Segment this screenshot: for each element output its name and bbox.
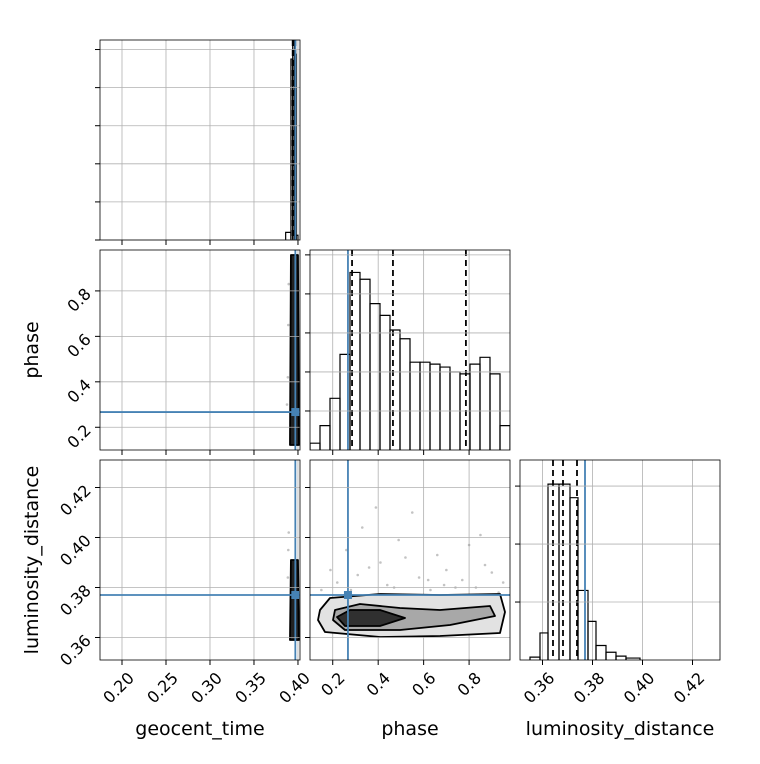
hist-bar bbox=[587, 620, 597, 660]
y-tick-label: 0.6 bbox=[63, 330, 94, 361]
plot-area bbox=[285, 40, 299, 240]
sample-point bbox=[349, 588, 353, 592]
sample-point bbox=[417, 576, 421, 579]
axes-bg bbox=[100, 460, 300, 660]
sample-point bbox=[490, 571, 494, 574]
x-tick-label: 0.4 bbox=[363, 668, 394, 699]
contour bbox=[336, 609, 406, 627]
x-tick-label: 0.40 bbox=[275, 668, 314, 707]
hist-bar bbox=[569, 497, 579, 660]
sample-point bbox=[320, 588, 323, 592]
sample-point bbox=[287, 282, 291, 286]
sample-point bbox=[345, 548, 348, 552]
axes-bg bbox=[520, 460, 720, 660]
hist-bar bbox=[499, 425, 510, 450]
y-axis-label: luminosity_distance bbox=[21, 466, 43, 655]
x-tick-label: 0.6 bbox=[408, 668, 439, 699]
x-tick-label: 0.25 bbox=[143, 668, 182, 707]
axes-frame bbox=[309, 249, 511, 451]
x-tick-label: 0.35 bbox=[231, 668, 270, 707]
sample-point bbox=[356, 573, 360, 577]
y-tick-label: 0.8 bbox=[63, 284, 94, 315]
sample-point bbox=[286, 548, 290, 552]
y-tick-label: 0.40 bbox=[56, 531, 95, 570]
sample-point bbox=[286, 323, 290, 327]
sample-point bbox=[479, 533, 482, 537]
sample-point bbox=[442, 583, 446, 587]
sample-point bbox=[404, 556, 407, 559]
y-tick-label: 0.38 bbox=[56, 581, 95, 620]
sample-point bbox=[467, 543, 471, 547]
sample-point bbox=[397, 538, 400, 542]
truth-marker bbox=[291, 591, 300, 599]
x-tick-label: 0.30 bbox=[187, 668, 226, 707]
sample-point bbox=[287, 531, 291, 534]
y-tick-label: 0.4 bbox=[63, 375, 94, 406]
truth-marker bbox=[343, 591, 352, 599]
x-tick-label: 0.2 bbox=[317, 668, 348, 699]
x-axis-label: luminosity_distance bbox=[526, 718, 715, 740]
sample-point bbox=[460, 578, 464, 582]
sample-point bbox=[286, 375, 290, 379]
x-axis-label: geocent_time bbox=[135, 718, 264, 740]
plot-area bbox=[310, 460, 510, 660]
x-axis-label: phase bbox=[381, 718, 438, 740]
hist-bar bbox=[489, 373, 501, 450]
sample-point bbox=[445, 568, 448, 572]
sample-point bbox=[335, 581, 339, 584]
sample-point bbox=[483, 563, 487, 567]
axes-bg bbox=[100, 40, 300, 240]
truth-marker bbox=[291, 408, 300, 417]
x-tick-label: 0.8 bbox=[454, 668, 485, 699]
sample-point bbox=[367, 566, 371, 569]
axes-frame bbox=[99, 249, 301, 451]
sample-point bbox=[385, 583, 389, 587]
axes-frame bbox=[519, 459, 721, 661]
axes-frame bbox=[99, 39, 301, 241]
y-tick-label: 0.36 bbox=[56, 631, 95, 670]
y-tick-label: 0.42 bbox=[56, 481, 95, 520]
x-tick-label: 0.40 bbox=[620, 668, 659, 707]
x-tick-label: 0.20 bbox=[99, 668, 138, 707]
x-tick-label: 0.42 bbox=[670, 668, 709, 707]
sample-point bbox=[286, 576, 290, 579]
sample-point bbox=[360, 526, 364, 529]
plot-area bbox=[100, 460, 300, 660]
sample-point bbox=[429, 588, 432, 592]
sample-point bbox=[374, 506, 378, 509]
axes-bg bbox=[100, 250, 300, 450]
axes-frame bbox=[309, 459, 511, 661]
sample-point bbox=[501, 581, 505, 584]
y-axis-label: phase bbox=[21, 321, 43, 378]
sample-point bbox=[379, 561, 382, 564]
plot-area bbox=[529, 460, 641, 660]
sample-point bbox=[329, 568, 332, 572]
hist-bar bbox=[625, 657, 641, 660]
sample-point bbox=[435, 553, 439, 557]
sample-point bbox=[410, 511, 414, 514]
y-tick-label: 0.2 bbox=[63, 421, 94, 452]
axes-frame bbox=[99, 459, 301, 661]
x-tick-label: 0.36 bbox=[520, 668, 559, 707]
x-tick-label: 0.38 bbox=[570, 668, 609, 707]
sample-point bbox=[285, 403, 289, 406]
sample-point bbox=[426, 578, 430, 582]
